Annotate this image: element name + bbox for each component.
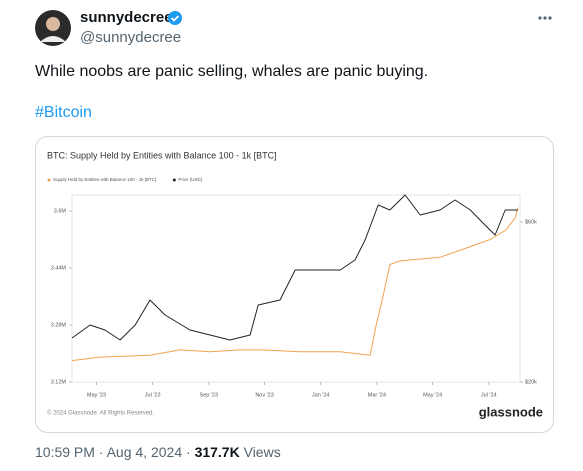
- x-tick-label: Jul '23: [145, 392, 161, 398]
- y-tick-label: 3.28M: [51, 322, 67, 328]
- x-tick-label: Jan '24: [312, 392, 330, 398]
- avatar-face: [46, 17, 60, 31]
- y-tick-label: 3.12M: [51, 379, 67, 385]
- copyright: © 2024 Glassnode. All Rights Reserved.: [47, 410, 154, 417]
- y2-tick-label: $60k: [525, 219, 537, 225]
- y2-tick-label: $20k: [525, 379, 537, 385]
- avatar-shirt: [40, 36, 66, 42]
- legend-swatch: [47, 178, 51, 182]
- more-button[interactable]: [538, 16, 552, 20]
- series-line: [71, 194, 518, 341]
- brand: glassnode: [479, 404, 543, 419]
- x-tick-label: Jul '24: [481, 392, 497, 398]
- x-tick-label: May '23: [87, 392, 106, 398]
- series-line: [71, 207, 519, 362]
- legend-swatch: [172, 178, 176, 182]
- chart-card[interactable]: [35, 136, 554, 433]
- y-tick-label: 3.44M: [51, 265, 67, 271]
- post-text: While noobs are panic selling, whales ar…: [35, 63, 428, 80]
- timestamp: 10:59 PM · Aug 4, 2024 · 317.7K Views: [35, 444, 281, 460]
- author-name[interactable]: sunnydecree: [80, 9, 173, 26]
- chart-title: BTC: Supply Held by Entities with Balanc…: [47, 150, 277, 160]
- verified-badge: [168, 11, 182, 25]
- y-tick-label: 3.6M: [54, 208, 67, 214]
- x-tick-label: Mar '24: [368, 392, 386, 398]
- x-tick-label: Sep '23: [200, 392, 218, 398]
- legend-label: Supply Held by Entities with Balance 100…: [53, 177, 156, 182]
- hashtag[interactable]: #Bitcoin: [35, 104, 92, 121]
- x-tick-label: Nov '23: [255, 392, 273, 398]
- plot-area: [71, 194, 521, 383]
- handle[interactable]: @sunnydecree: [80, 29, 181, 46]
- x-tick-label: May '24: [423, 392, 442, 398]
- legend-label: Price [USD]: [178, 177, 202, 182]
